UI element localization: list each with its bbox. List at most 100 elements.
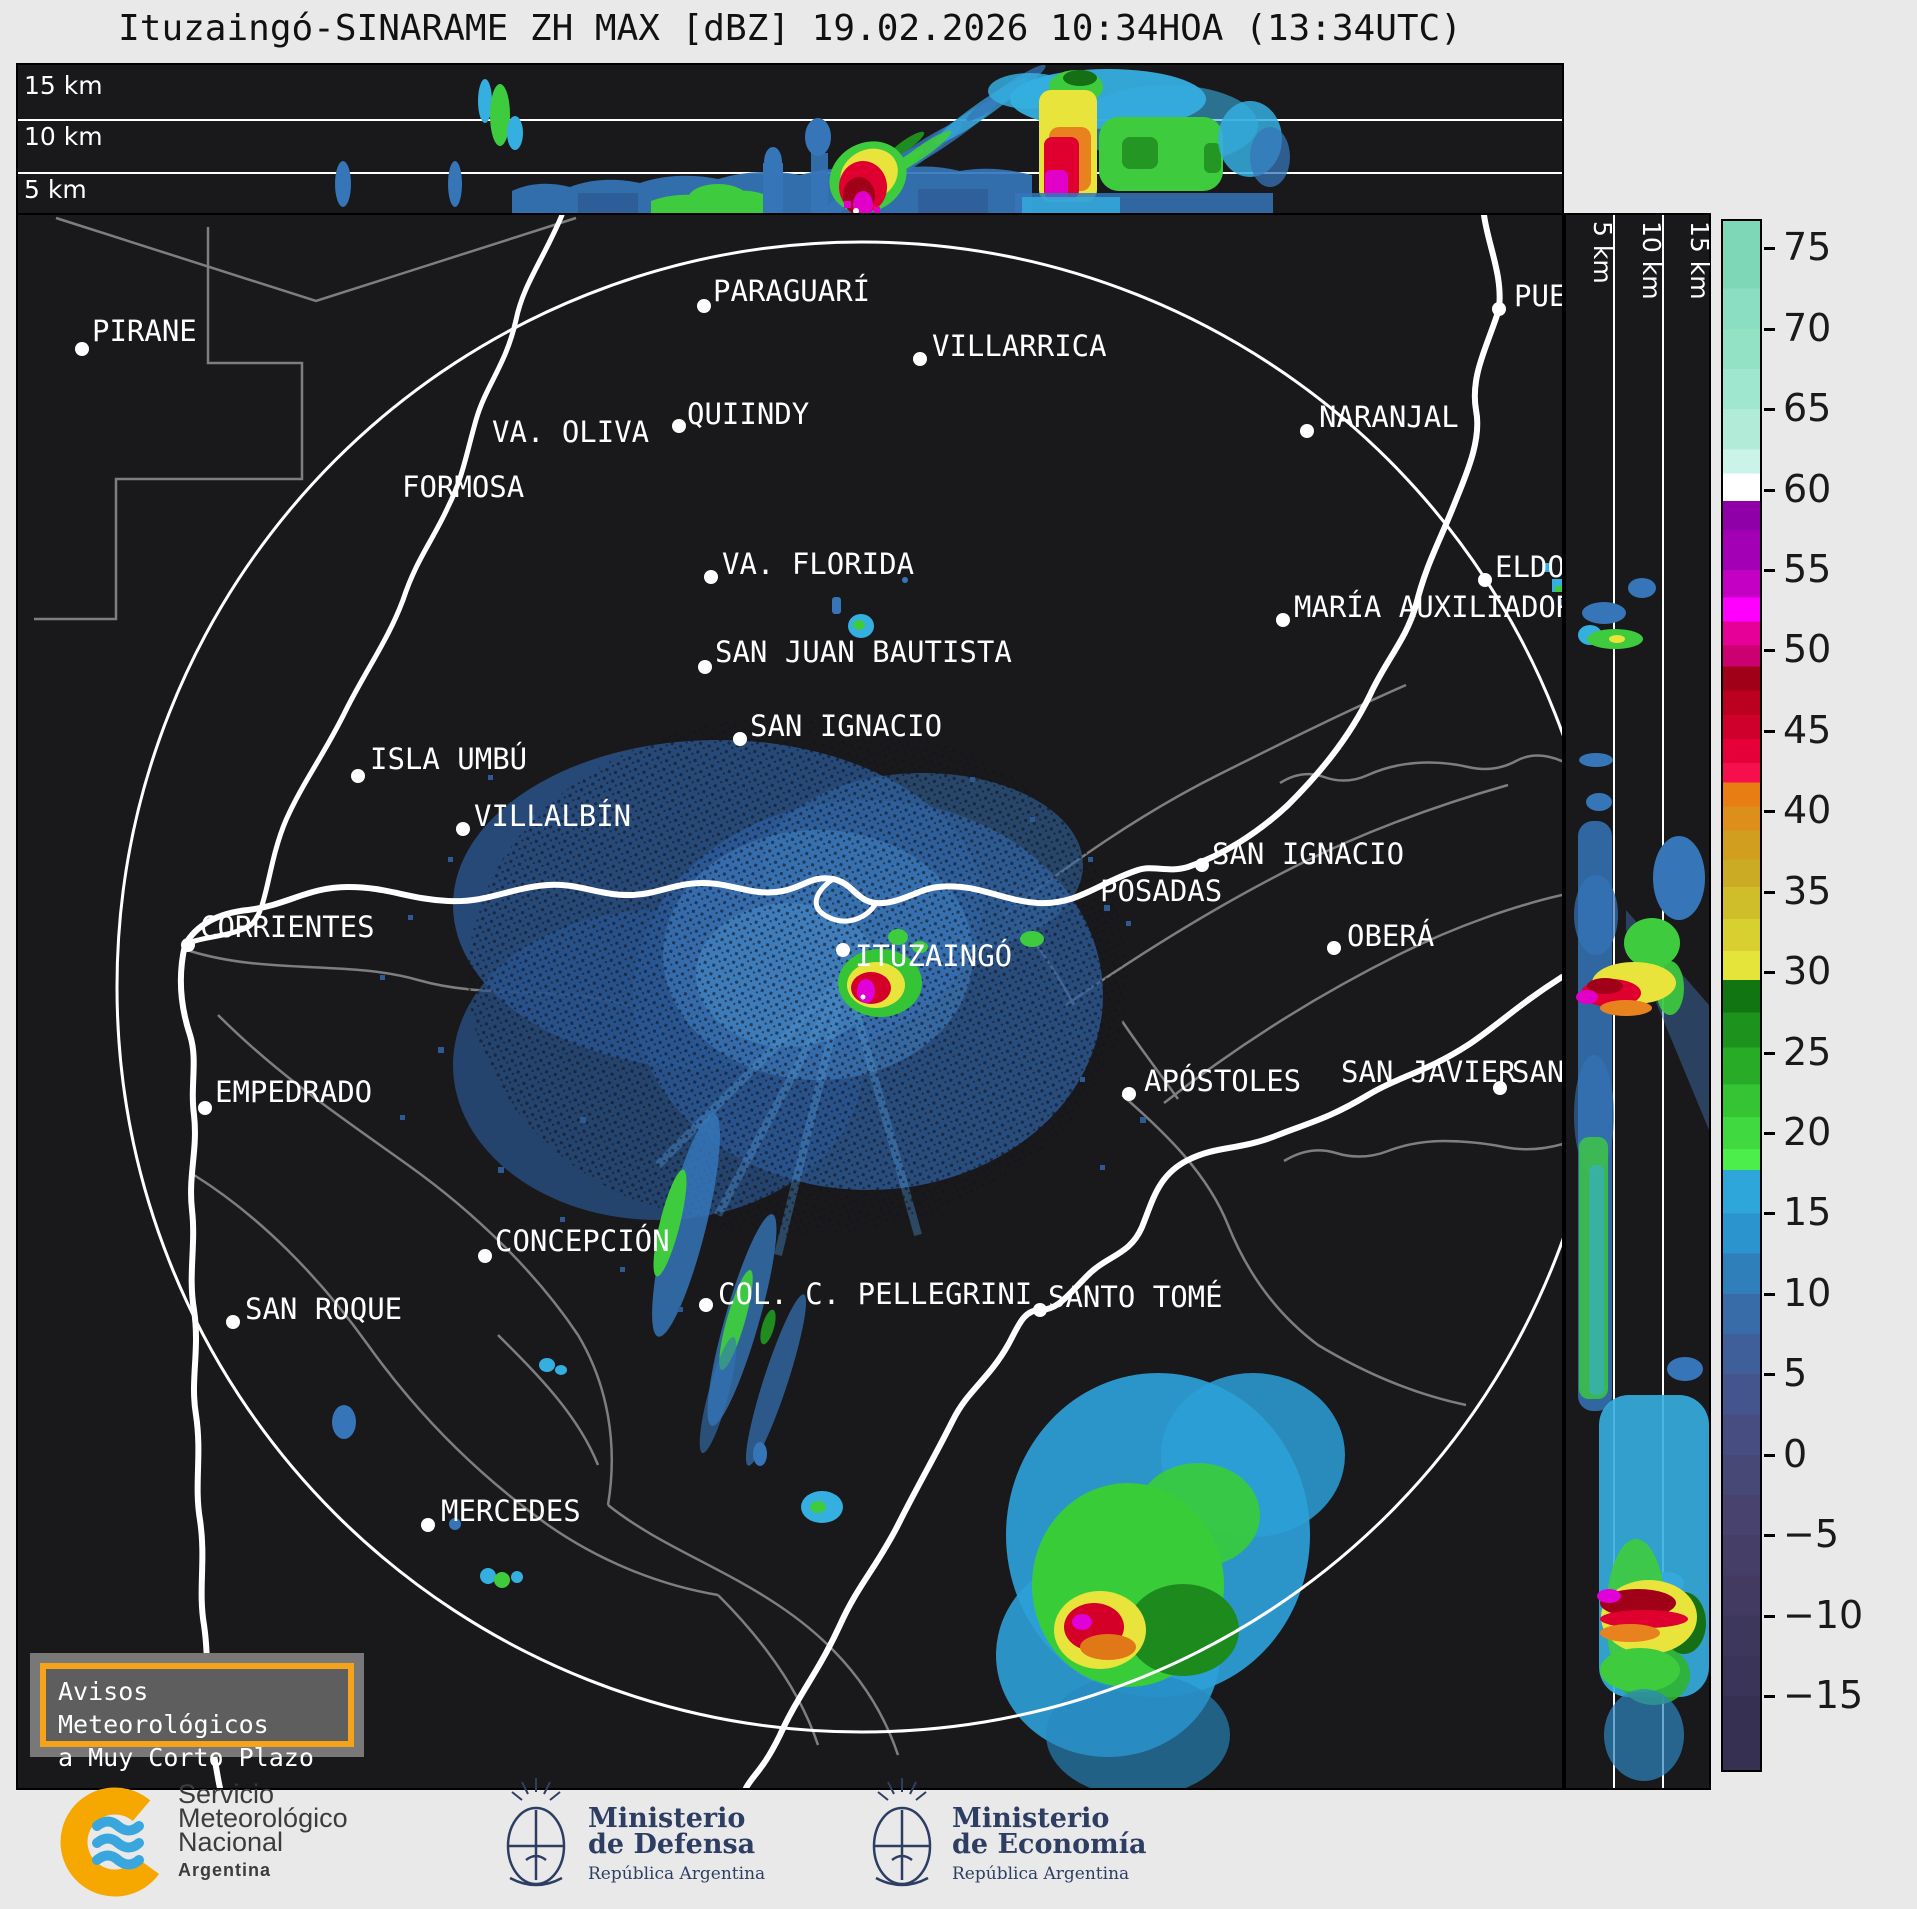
colorbar-tick [1764,488,1775,492]
city-dot [1033,1303,1047,1317]
colorbar-tick [1764,1695,1775,1698]
colorbar-tick-label: 75 [1783,225,1832,270]
figure-title: Ituzaingó-SINARAME ZH MAX [dBZ] 19.02.20… [118,8,1462,49]
city-label: CORRIENTES [200,910,375,944]
economia-coat-of-arms-icon [872,1778,932,1887]
defensa-sub: República Argentina [588,1864,766,1884]
city-label: SAN JAVIER [1341,1055,1516,1089]
city-label: ELDORADO [1495,550,1564,584]
city-dot [1195,858,1209,872]
city-label: ITUZAINGÓ [855,939,1013,973]
city-label: SAN [1512,1055,1564,1089]
city-dot [1492,302,1506,316]
economia-line2: de Economía [952,1829,1147,1860]
colorbar-tick-label: 10 [1783,1270,1832,1315]
colorbar-tick-label: 25 [1783,1029,1832,1074]
east-storm [988,69,1290,213]
colorbar-tick-label: 45 [1783,708,1832,753]
city-label: VA. FLORIDA [722,547,915,581]
height-label-vertical: 5 km [1588,221,1617,284]
colorbar-tick [1764,327,1775,331]
colorbar-tick-label: 15 [1783,1190,1832,1235]
city-label: SAN ROQUE [245,1292,403,1326]
southern-storm [996,1373,1345,1788]
city-label: VILLALBÍN [474,799,632,833]
city-dot [672,419,686,433]
colorbar-tick [1764,729,1775,733]
city-dot [421,1518,435,1532]
colorbar-tick-label: 5 [1783,1351,1808,1396]
smn-line4: Argentina [178,1860,272,1880]
colorbar-tick [1764,1051,1775,1055]
height-gridlines [18,119,1562,174]
city-dot [1300,424,1314,438]
radar-echoes-map [332,563,1562,1788]
ituzaingo-cell [838,929,1044,1017]
city-dot [478,1249,492,1263]
city-label: QUIINDY [687,397,810,431]
smn-line1: Servicio [178,1779,275,1809]
colorbar-tick [1764,1292,1775,1296]
colorbar-tick [1764,1212,1775,1216]
colorbar-tick-label: 35 [1783,868,1832,913]
warning-badge-line2: a Muy Corto Plazo [58,1743,314,1772]
colorbar-tick [1764,1132,1775,1136]
colorbar-tick-label: −10 [1783,1592,1864,1637]
city-dot [1493,1081,1507,1095]
city-label: VILLARRICA [932,329,1107,363]
colorbar-tick-label: −5 [1783,1512,1840,1557]
colorbar-tick [1764,1453,1775,1457]
top-cross-section-graphic [18,65,1562,213]
colorbar-tick-label: 60 [1783,466,1832,511]
city-label: PARAGUARÍ [713,274,871,308]
city-label: POSADAS [1100,874,1223,908]
city-label: SAN IGNACIO [1212,837,1405,871]
defensa-text: Ministerio de Defensa República Argentin… [588,1803,766,1884]
colorbar-tick-label: 70 [1783,305,1832,350]
city-label: MERCEDES [441,1494,581,1528]
city-label: CONCEPCIÓN [495,1224,670,1258]
height-label: 5 km [24,175,87,204]
smn-logo [60,1787,170,1897]
city-label: MARÍA AUXILIADORA [1294,590,1564,624]
right-cross-section-graphic [1574,215,1709,1788]
city-dot [704,570,718,584]
warning-badge: Avisos Meteorológicos a Muy Corto Plazo [30,1653,364,1772]
map-panel: Avisos Meteorológicos a Muy Corto Plazo … [16,213,1564,1790]
city-dot [456,822,470,836]
right-cross-section-panel: 5 km 10 km 15 km [1564,213,1714,1790]
city-dot [1122,1087,1136,1101]
colorbar-tick [1764,810,1775,814]
defensa-line2: de Defensa [588,1829,756,1860]
city-dot [226,1315,240,1329]
defensa-coat-of-arms-icon [506,1778,566,1887]
colorbar-tick [1764,247,1775,251]
south-spokes [652,1113,807,1466]
city-label: SANTO TOMÉ [1048,1280,1223,1314]
defensa-line1: Ministerio [588,1803,746,1834]
height-label-vertical: 15 km [1685,221,1714,300]
colorbar: 75 70 65 60 55 50 45 40 35 30 25 20 15 10 5 0 −5 −10 −15 [1721,219,1863,1772]
colorbar-tick [1764,1534,1775,1538]
range-circle [115,240,1562,1734]
city-label: SAN JUAN BAUTISTA [715,635,1012,669]
colorbar-tick [1764,408,1775,412]
city-dot [1327,941,1341,955]
city-label: ISLA UMBÚ [370,742,528,776]
colorbar-tick [1764,569,1775,573]
city-label: APÓSTOLES [1144,1064,1302,1098]
colorbar-tick [1764,971,1775,975]
city-dot [181,938,195,952]
city-dot [198,1101,212,1115]
city-label: PUERTO [1514,279,1564,313]
colorbar-tick [1764,649,1775,653]
city-dot [75,342,89,356]
top-cross-section-panel: 15 km 10 km 5 km [16,63,1564,215]
height-label: 10 km [24,122,103,151]
city-dot [913,352,927,366]
city-dot [351,769,365,783]
city-label: FORMOSA [402,470,525,504]
colorbar-tick-label: 50 [1783,627,1832,672]
city-dot [1478,573,1492,587]
colorbar-tick-label: 40 [1783,788,1832,833]
